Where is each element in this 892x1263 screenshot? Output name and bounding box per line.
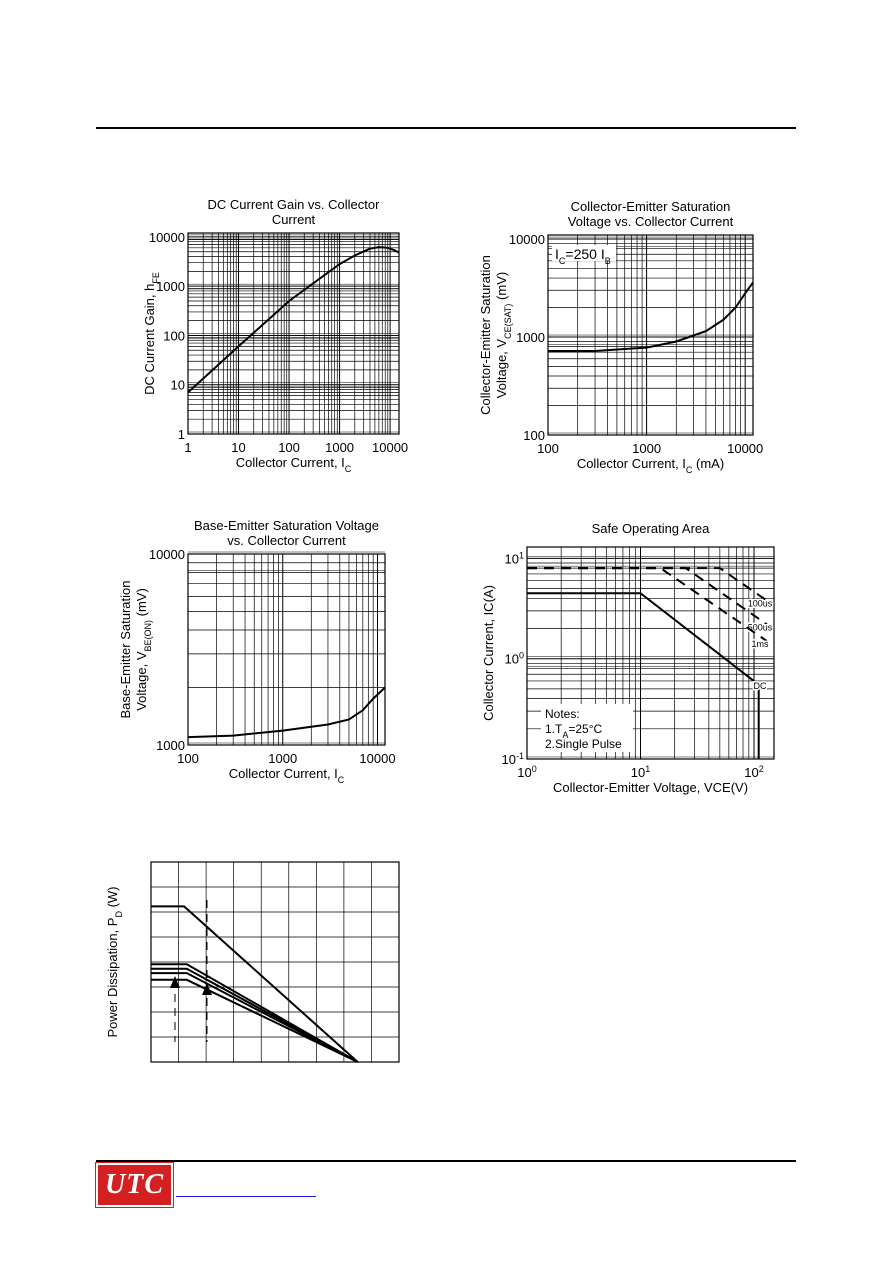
- series-0-line: [187, 686, 386, 739]
- x-tick-label: 10000: [727, 441, 763, 456]
- hfe-grid: [187, 233, 399, 435]
- x-axis-label: Collector Current, IC (mA): [577, 456, 724, 475]
- series-0-line: [151, 905, 359, 1063]
- notes-bg: [541, 704, 633, 752]
- x-tick-label: 102: [744, 764, 763, 780]
- pd-chart: Power Dissipation, PD (W): [105, 861, 400, 1063]
- pd-grid: [151, 862, 399, 1062]
- series-label: 100us: [748, 599, 773, 609]
- y-tick-label: 10000: [509, 232, 545, 247]
- y-tick-label: 10000: [149, 547, 185, 562]
- series-0-line: [548, 281, 754, 352]
- top-divider: [96, 127, 796, 129]
- chart-title: vs. Collector Current: [227, 533, 346, 548]
- y-axis-label: DC Current Gain, hFE: [142, 272, 161, 395]
- series-3-line: [151, 972, 359, 1063]
- series-label: 1ms: [751, 639, 769, 649]
- chart-title: Base-Emitter Saturation Voltage: [194, 518, 379, 533]
- vbesat-frame: [187, 553, 386, 746]
- y-tick-label: 100: [505, 651, 524, 667]
- y-axis-label: Collector-Emitter Saturation: [478, 255, 493, 415]
- footer-link[interactable]: [176, 1195, 316, 1197]
- x-tick-label: 101: [631, 764, 650, 780]
- y-axis-label: Voltage, VBE(ON) (mV): [134, 588, 153, 711]
- annotation-bg: [552, 245, 616, 261]
- x-tick-label: 1000: [632, 441, 661, 456]
- x-tick-label: 1: [184, 440, 191, 455]
- utc-logo: UTC: [95, 1162, 174, 1208]
- x-tick-label: 10000: [372, 440, 408, 455]
- x-tick-label: 100: [177, 751, 199, 766]
- 100us-line: [527, 567, 768, 602]
- x-tick-label: 100: [537, 441, 559, 456]
- y-tick-label: 10000: [149, 230, 185, 245]
- logo-text: UTC: [105, 1169, 164, 1200]
- pd-frame: [150, 861, 400, 1063]
- y-axis-label: Power Dissipation, PD (W): [105, 887, 124, 1038]
- notes-line-2: 2.Single Pulse: [545, 737, 622, 751]
- x-axis-label: Collector Current, IC: [229, 766, 345, 785]
- y-axis-label: Base-Emitter Saturation: [118, 580, 133, 718]
- x-tick-label: 100: [278, 440, 300, 455]
- x-axis-label: Collector Current, IC: [236, 455, 352, 474]
- vcesat-chart: 100 1000 10000 100 1000 10000 Collector-Emitte…: [478, 199, 763, 475]
- y-tick-label: 1: [178, 427, 185, 442]
- vcesat-frame: [547, 234, 754, 436]
- y-tick-label: 1000: [156, 279, 185, 294]
- y-tick-label: 10-1: [502, 751, 524, 767]
- chart-title: Collector-Emitter Saturation: [571, 199, 731, 214]
- series-4-line: [151, 978, 359, 1063]
- series-0-line: [187, 246, 400, 394]
- series-2-line: [151, 967, 359, 1063]
- x-tick-label: 1000: [268, 751, 297, 766]
- y-tick-label: 100: [163, 328, 185, 343]
- hfe-chart: 1 10 100 1000 10000 1 10 100 1000 10000 DC Current…: [142, 197, 408, 474]
- y-axis-label: Collector Current, IC(A): [481, 585, 496, 721]
- x-axis-label: Collector-Emitter Voltage, VCE(V): [553, 780, 748, 795]
- bottom-divider: [96, 1160, 796, 1162]
- y-tick-label: 10: [171, 378, 185, 393]
- arrow-up-icon: [202, 983, 212, 995]
- arrow-up-icon: [170, 976, 180, 988]
- notes-heading: Notes:: [545, 707, 580, 721]
- y-tick-label: 1000: [516, 330, 545, 345]
- hfe-frame: [187, 232, 400, 435]
- notes-line-1: 1.TA=25°C: [545, 722, 603, 740]
- series-1-line: [151, 963, 359, 1063]
- chart-title: Current: [272, 212, 316, 227]
- x-tick-label: 100: [517, 764, 536, 780]
- condition-annotation: IC=250 IB: [555, 246, 611, 266]
- x-tick-label: 10000: [359, 751, 395, 766]
- chart-title: Voltage vs. Collector Current: [568, 214, 734, 229]
- chart-title: DC Current Gain vs. Collector: [208, 197, 381, 212]
- dc-line: [527, 592, 760, 759]
- 1ms-line: [527, 567, 768, 642]
- soa-frame: [526, 546, 775, 760]
- x-tick-label: 10: [231, 440, 245, 455]
- y-tick-label: 101: [505, 550, 524, 566]
- chart-title: Safe Operating Area: [592, 521, 711, 536]
- y-axis-label: Voltage, VCE(SAT) (mV): [494, 272, 513, 398]
- y-tick-label: 1000: [156, 738, 185, 753]
- x-tick-label: 1000: [325, 440, 354, 455]
- series-label: DC: [754, 681, 767, 691]
- y-tick-label: 100: [523, 428, 545, 443]
- vcesat-grid: [547, 235, 753, 436]
